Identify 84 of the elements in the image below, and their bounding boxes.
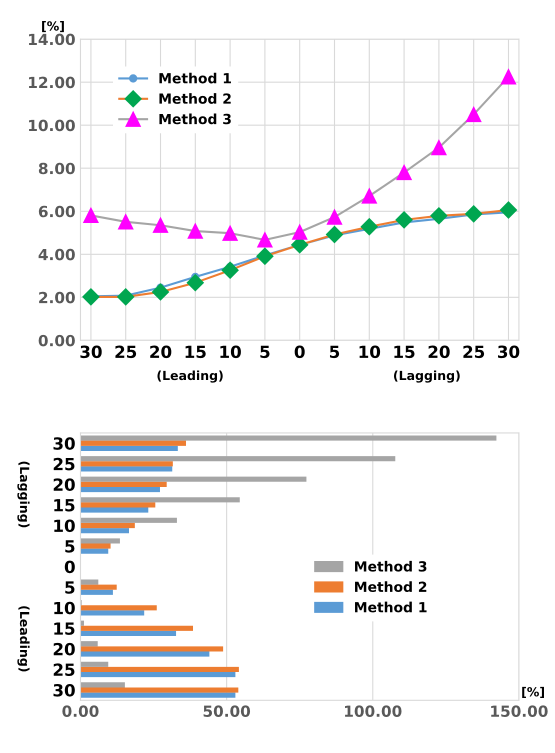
x-tick-label: 100.00 — [345, 705, 402, 717]
bar — [80, 522, 135, 528]
legend-label: Method 2 — [355, 581, 426, 592]
x-tick-label: 0 — [294, 346, 305, 358]
bar — [80, 482, 167, 487]
x-tick-label: 10 — [360, 346, 380, 358]
x-tick-label: 20 — [150, 346, 172, 358]
y-tick-label: 14.00 — [29, 34, 75, 46]
y-tick-label: 25 — [54, 458, 74, 470]
y-tick-label: 10 — [54, 519, 75, 532]
x-tick-label: 5 — [260, 346, 270, 358]
y-axis-title: [%] — [42, 21, 64, 32]
bar — [80, 466, 172, 472]
bar — [80, 436, 496, 441]
y-tick-label: 0 — [64, 560, 75, 574]
bar — [80, 497, 240, 502]
bar — [80, 486, 160, 492]
x-tick-label: 25 — [463, 346, 484, 358]
bar — [80, 508, 148, 513]
bar — [80, 518, 177, 523]
bar — [80, 666, 239, 672]
bar — [80, 620, 84, 626]
x-tick-label: 15 — [394, 346, 415, 358]
y-tick-label: 15 — [54, 499, 74, 512]
bar — [80, 502, 156, 508]
x-tick-label: 30 — [80, 346, 102, 358]
bar — [80, 590, 113, 595]
bar — [80, 641, 98, 646]
bar — [80, 651, 210, 657]
bar — [80, 440, 186, 446]
y-tick-label: 10.00 — [29, 120, 75, 132]
x-tick-label: 25 — [115, 346, 136, 358]
x-tick-label: 5 — [330, 346, 340, 358]
y-tick-label: 15 — [54, 622, 74, 635]
bar — [80, 692, 236, 698]
legend-label: Method 1 — [355, 602, 427, 612]
y-tick-label: 2.00 — [39, 292, 75, 304]
bar — [80, 446, 178, 451]
bar — [80, 687, 238, 693]
y-tick-label: 20 — [54, 478, 75, 491]
bar — [80, 605, 157, 610]
x-tick-label: 30 — [498, 346, 520, 358]
y-tick-label: 30 — [54, 437, 75, 450]
bar — [80, 662, 108, 667]
bar — [80, 672, 236, 678]
y-tick-label: 0.00 — [38, 334, 75, 346]
bar — [80, 646, 224, 652]
x-tick-label: 20 — [428, 346, 450, 358]
bar — [80, 548, 108, 554]
x-tick-label: 50.00 — [204, 705, 250, 717]
x-tick-label: 15 — [186, 346, 206, 358]
bar — [80, 584, 117, 590]
y-tick-label: 10 — [54, 602, 75, 614]
y-tick-label: 30 — [54, 684, 75, 697]
text: (Lagging) — [394, 370, 460, 383]
text: (Leading) — [157, 370, 223, 383]
bar — [80, 610, 144, 616]
text: (Lagging) — [17, 462, 30, 528]
x-tick-label: 150.00 — [491, 705, 548, 717]
x-tick-label: 10 — [220, 346, 241, 358]
bar — [80, 538, 120, 544]
bar — [80, 476, 306, 482]
bar — [80, 626, 194, 631]
bar — [80, 456, 396, 462]
bar — [80, 461, 173, 466]
y-tick-label: 6.00 — [38, 206, 75, 218]
bar — [80, 630, 176, 636]
y-tick-label: 5 — [65, 540, 74, 553]
y-tick-label: 8.00 — [38, 162, 75, 174]
legend-label: Method 1 — [159, 72, 231, 84]
x-axis-title: [%] — [522, 686, 544, 698]
legend-label: Method 3 — [159, 114, 231, 124]
y-tick-label: 5 — [65, 581, 74, 594]
bar — [80, 579, 98, 585]
y-tick-label: 4.00 — [38, 248, 75, 260]
y-tick-label: 12.00 — [29, 76, 75, 88]
legend-label: Method 3 — [355, 560, 426, 572]
legend-label: Method 2 — [159, 93, 231, 104]
bar — [80, 528, 129, 534]
y-tick-label: 25 — [54, 663, 74, 676]
y-tick-label: 20 — [54, 642, 75, 656]
bar — [80, 544, 111, 549]
text: (Leading) — [17, 606, 30, 672]
bar — [80, 682, 125, 688]
